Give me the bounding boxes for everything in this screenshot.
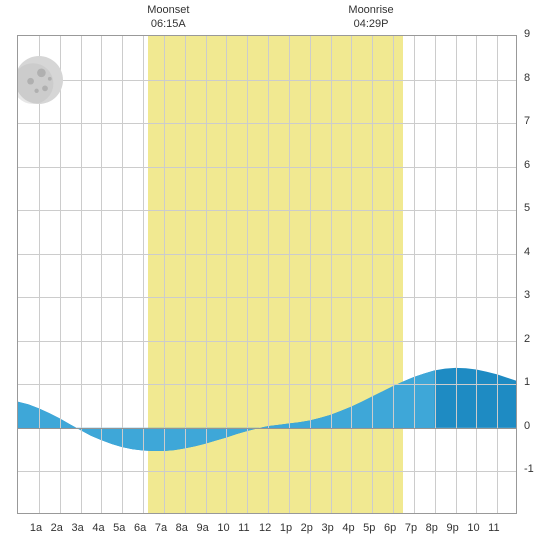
- y-tick-label: 3: [524, 289, 530, 301]
- x-tick-label: 5a: [113, 522, 125, 534]
- moonset-time: 06:15A: [151, 18, 186, 30]
- moon-icon: [17, 54, 65, 106]
- x-tick-label: 4p: [342, 522, 354, 534]
- x-tick-label: 1a: [30, 522, 42, 534]
- x-tick-label: 9a: [197, 522, 209, 534]
- x-tick-label: 7p: [405, 522, 417, 534]
- x-tick-label: 5p: [363, 522, 375, 534]
- moonrise-title: Moonrise: [348, 4, 393, 16]
- tide-chart: 1a2a3a4a5a6a7a8a9a1011121p2p3p4p5p6p7p8p…: [0, 0, 550, 550]
- moonset-title: Moonset: [147, 4, 189, 16]
- x-tick-label: 8p: [426, 522, 438, 534]
- x-tick-label: 11: [238, 522, 249, 534]
- y-tick-label: 8: [524, 72, 530, 84]
- y-tick-label: 7: [524, 115, 530, 127]
- x-tick-label: 10: [467, 522, 479, 534]
- x-tick-label: 4a: [92, 522, 104, 534]
- x-tick-label: 6p: [384, 522, 396, 534]
- x-tick-label: 6a: [134, 522, 146, 534]
- moonrise-label: Moonrise 04:29P: [348, 4, 393, 32]
- x-tick-label: 11: [488, 522, 499, 534]
- y-tick-label: 6: [524, 159, 530, 171]
- y-tick-label: 5: [524, 202, 530, 214]
- moonrise-time: 04:29P: [354, 18, 389, 30]
- y-tick-label: 1: [524, 376, 530, 388]
- x-tick-label: 2a: [51, 522, 63, 534]
- x-tick-label: 1p: [280, 522, 292, 534]
- moonset-label: Moonset 06:15A: [147, 4, 189, 32]
- x-tick-label: 12: [259, 522, 271, 534]
- x-tick-label: 9p: [447, 522, 459, 534]
- plot-area: [17, 35, 517, 514]
- x-tick-label: 10: [217, 522, 229, 534]
- y-tick-label: -1: [524, 463, 534, 475]
- x-tick-label: 2p: [301, 522, 313, 534]
- y-tick-label: 9: [524, 28, 530, 40]
- x-tick-label: 7a: [155, 522, 167, 534]
- y-tick-label: 4: [524, 246, 530, 258]
- x-tick-label: 3a: [72, 522, 84, 534]
- y-tick-label: 0: [524, 420, 530, 432]
- x-tick-label: 3p: [322, 522, 334, 534]
- y-tick-label: 2: [524, 333, 530, 345]
- x-tick-label: 8a: [176, 522, 188, 534]
